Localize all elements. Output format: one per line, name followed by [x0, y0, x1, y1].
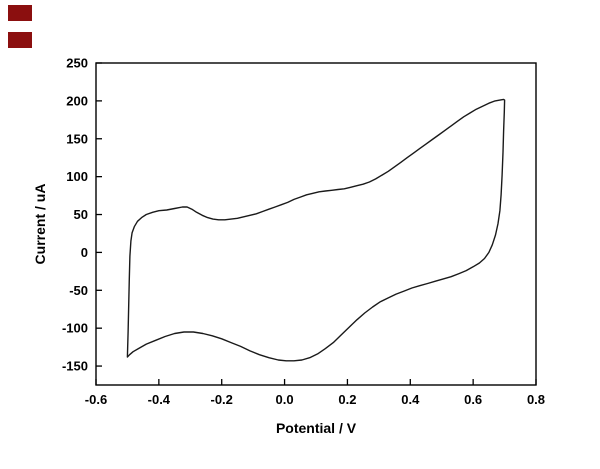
y-tick-label: 50	[74, 207, 88, 222]
red-square-marker	[8, 5, 32, 21]
x-tick-label: -0.2	[211, 392, 233, 407]
y-tick-label: -100	[62, 321, 88, 336]
x-tick-label: 0.8	[527, 392, 545, 407]
x-tick-label: 0.6	[464, 392, 482, 407]
red-square-marker	[8, 32, 32, 48]
x-tick-label: -0.4	[148, 392, 171, 407]
y-tick-label: -150	[62, 359, 88, 374]
cv-curve	[126, 98, 506, 362]
y-tick-label: -50	[69, 283, 88, 298]
y-tick-label: 250	[66, 56, 88, 71]
y-axis-title: Current / uA	[32, 183, 48, 265]
y-tick-label: 100	[66, 169, 88, 184]
x-tick-label: 0.4	[401, 392, 420, 407]
x-tick-label: 0.0	[276, 392, 294, 407]
x-tick-label: 0.2	[338, 392, 356, 407]
y-tick-label: 0	[81, 245, 88, 260]
x-axis-title: Potential / V	[275, 420, 357, 436]
axis-box	[95, 62, 537, 386]
y-tick-label: 200	[66, 93, 88, 108]
x-tick-label: -0.6	[85, 392, 107, 407]
y-tick-label: 150	[66, 131, 88, 146]
